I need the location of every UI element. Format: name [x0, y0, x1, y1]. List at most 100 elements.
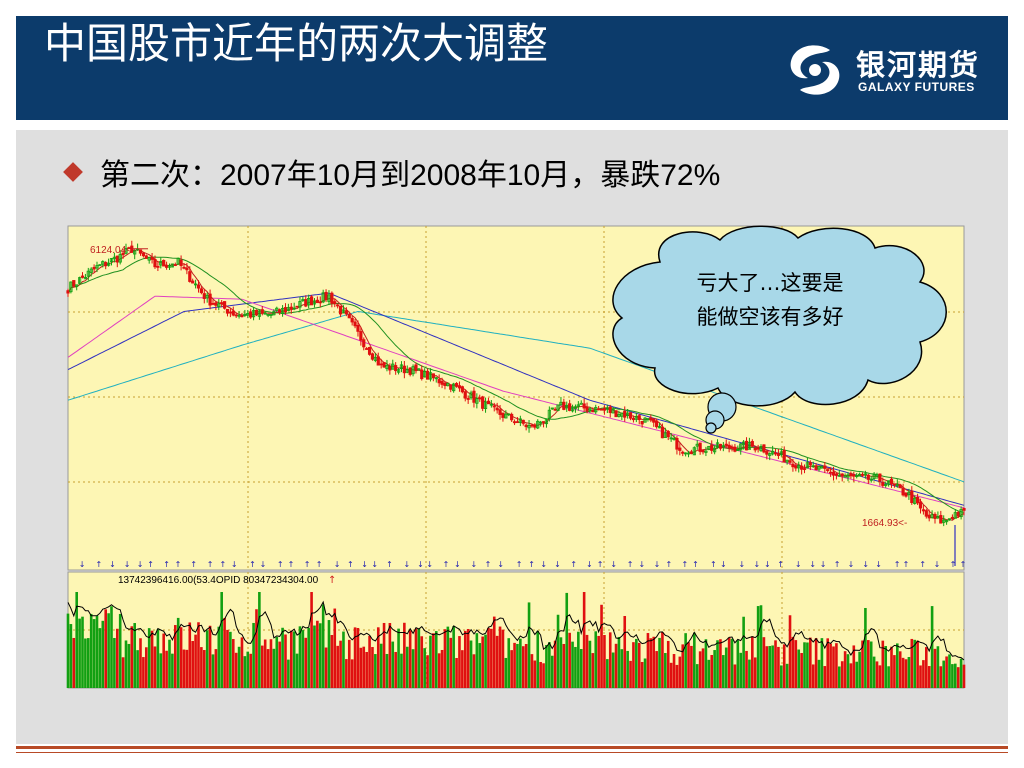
signal-marker: ↑ [316, 560, 323, 569]
candle-body [539, 421, 543, 424]
signal-marker: ↓ [848, 560, 855, 569]
candle-body [188, 271, 192, 282]
volume-bar [922, 660, 925, 688]
candle-body [631, 417, 636, 421]
candle-body [875, 474, 879, 477]
volume-bar [252, 622, 255, 688]
volume-bar [588, 640, 592, 688]
volume-bar [533, 660, 537, 688]
candle-body [452, 383, 456, 392]
signal-marker: ↓ [795, 560, 802, 569]
candle-body [916, 496, 920, 504]
signal-marker: ↑ [777, 560, 784, 569]
candle-body [956, 512, 960, 517]
candle-body [785, 459, 789, 463]
candle-body [475, 398, 479, 404]
volume-bar [890, 646, 893, 688]
candle-body [391, 363, 395, 370]
volume-bar [901, 657, 905, 688]
candle-body [802, 468, 807, 470]
volume-bar [951, 664, 954, 688]
candle-body [156, 265, 160, 268]
bullet-item: 第二次：2007年10月到2008年10月，暴跌72% [62, 150, 720, 194]
volume-bar [321, 604, 325, 688]
volume-bar [820, 638, 824, 688]
volume-bar [284, 634, 287, 688]
volume-bar [104, 609, 107, 688]
signal-marker: ↑ [950, 560, 957, 569]
candle-body [715, 442, 720, 448]
candle-body [721, 445, 725, 448]
volume-bar [379, 643, 383, 688]
candle-body [185, 267, 189, 271]
candle-body [779, 451, 783, 456]
volume-bar [403, 622, 406, 688]
volume-bar [289, 630, 293, 688]
candle-body [791, 463, 795, 468]
volume-bar [185, 649, 189, 688]
candle-body [739, 443, 743, 451]
volume-bar [893, 655, 896, 688]
footer-rule-thin [16, 752, 1008, 753]
candle-body [913, 497, 917, 504]
volume-bar [594, 631, 598, 688]
candle-body [446, 382, 450, 387]
candle-body [736, 449, 740, 451]
volume-bar [875, 661, 879, 688]
candle-body [518, 418, 522, 423]
candle-body [414, 364, 418, 371]
candle-body [109, 258, 114, 263]
volume-bar [521, 646, 525, 688]
volume-bar [536, 630, 540, 688]
volume-bar [98, 628, 102, 688]
candle-body [797, 464, 801, 469]
candle-body [495, 407, 499, 411]
candle-body [794, 465, 798, 469]
volume-bar [272, 648, 276, 688]
volume-bar [672, 654, 676, 688]
signal-marker: ↑ [666, 560, 673, 569]
signal-marker: ↑ [386, 560, 393, 569]
volume-bar [342, 631, 345, 688]
candle-body [869, 478, 873, 481]
volume-bar [139, 638, 142, 688]
signal-marker: ↑ [249, 560, 256, 569]
volume-bar [829, 643, 832, 688]
volume-ma-line [67, 600, 965, 661]
candle-body [713, 447, 717, 453]
candle-body [382, 362, 386, 368]
volume-bar [260, 645, 264, 688]
volume-bar [678, 656, 682, 688]
volume-bar [693, 632, 696, 688]
signal-marker: ↓ [426, 560, 433, 569]
volume-bar [313, 625, 316, 688]
candle-body [159, 261, 163, 266]
candle-body [443, 382, 447, 387]
candle-body [376, 356, 380, 366]
candle-body [350, 317, 354, 323]
candle-body [483, 401, 488, 410]
volume-bar [113, 637, 116, 688]
volume-bar [745, 650, 748, 688]
candle-body [106, 262, 111, 266]
volume-bar [788, 615, 792, 688]
volume-bar [133, 623, 136, 688]
candle-body [266, 313, 270, 316]
volume-bar [208, 625, 212, 688]
candle-body [359, 331, 363, 341]
volume-bar [527, 602, 531, 688]
candle-body [486, 400, 491, 405]
bullet-text: 第二次：2007年10月到2008年10月，暴跌72% [100, 159, 721, 192]
candle-body [698, 442, 702, 452]
candle-body [524, 424, 528, 428]
candle-body [849, 473, 853, 477]
volume-bar [794, 640, 798, 688]
volume-bar [553, 640, 557, 688]
candle-body [324, 291, 328, 301]
candle-body [420, 369, 424, 380]
candle-body [733, 446, 737, 452]
signal-marker: ↑ [597, 560, 604, 569]
volume-bar [292, 631, 296, 688]
candle-body [263, 312, 267, 315]
volume-bar [121, 657, 125, 688]
